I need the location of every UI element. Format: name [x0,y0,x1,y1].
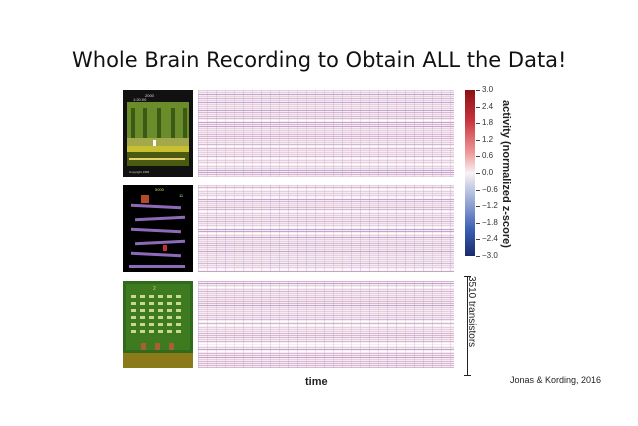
transistor-bracket [464,276,471,376]
dk-score: 5000 [155,187,165,192]
activity-raster-donkey-kong [198,185,454,272]
slide-title: Whole Brain Recording to Obtain ALL the … [72,48,567,72]
colorbar-tick [476,123,480,125]
colorbar-label: activity (normalized z-score) [500,100,512,248]
citation: Jonas & Kording, 2016 [510,375,602,385]
colorbar-tick-label: 1.2 [482,134,494,144]
colorbar-tick-label: −0.6 [482,184,498,194]
colorbar-tick [476,222,480,224]
pitfall-score: 2000 [145,93,155,98]
colorbar-tick-label: −3.0 [482,251,498,260]
colorbar-tick-label: −2.4 [482,234,498,244]
colorbar-tick [476,156,480,158]
colorbar-tick-label: −1.2 [482,201,498,211]
colorbar-tick [476,139,480,141]
colorbar-tick-label: 0.6 [482,151,494,161]
si-score: 2 [153,286,156,292]
x-axis-label: time [305,376,328,388]
donkey-kong-thumbnail: 5000 11 [123,185,193,272]
colorbar-tick [476,90,480,91]
pitfall-thumbnail: 2000 1:20:00 Copyright 1982 [123,90,193,177]
colorbar-tick-label: −1.8 [482,217,498,227]
colorbar-tick-label: 0.0 [482,168,494,177]
activity-raster-pitfall [198,90,454,177]
colorbar-tick [476,239,480,241]
colorbar-tick [476,173,480,174]
space-invaders-thumbnail: 2 [123,281,193,368]
pitfall-timer: 1:20:00 [133,97,147,102]
colorbar [465,90,475,256]
colorbar-tick-label: 3.0 [482,85,494,94]
y-axis-label: 3510 transistors [466,276,477,348]
colorbar-tick [476,189,480,191]
colorbar-tick [476,106,480,108]
dk-lives: 11 [179,193,184,198]
activity-raster-space-invaders [198,281,454,368]
colorbar-tick [476,206,480,208]
colorbar-tick-label: 2.4 [482,101,494,111]
colorbar-tick-label: 1.8 [482,118,494,128]
pitfall-footer: Copyright 1982 [129,170,150,174]
colorbar-tick [476,256,480,257]
